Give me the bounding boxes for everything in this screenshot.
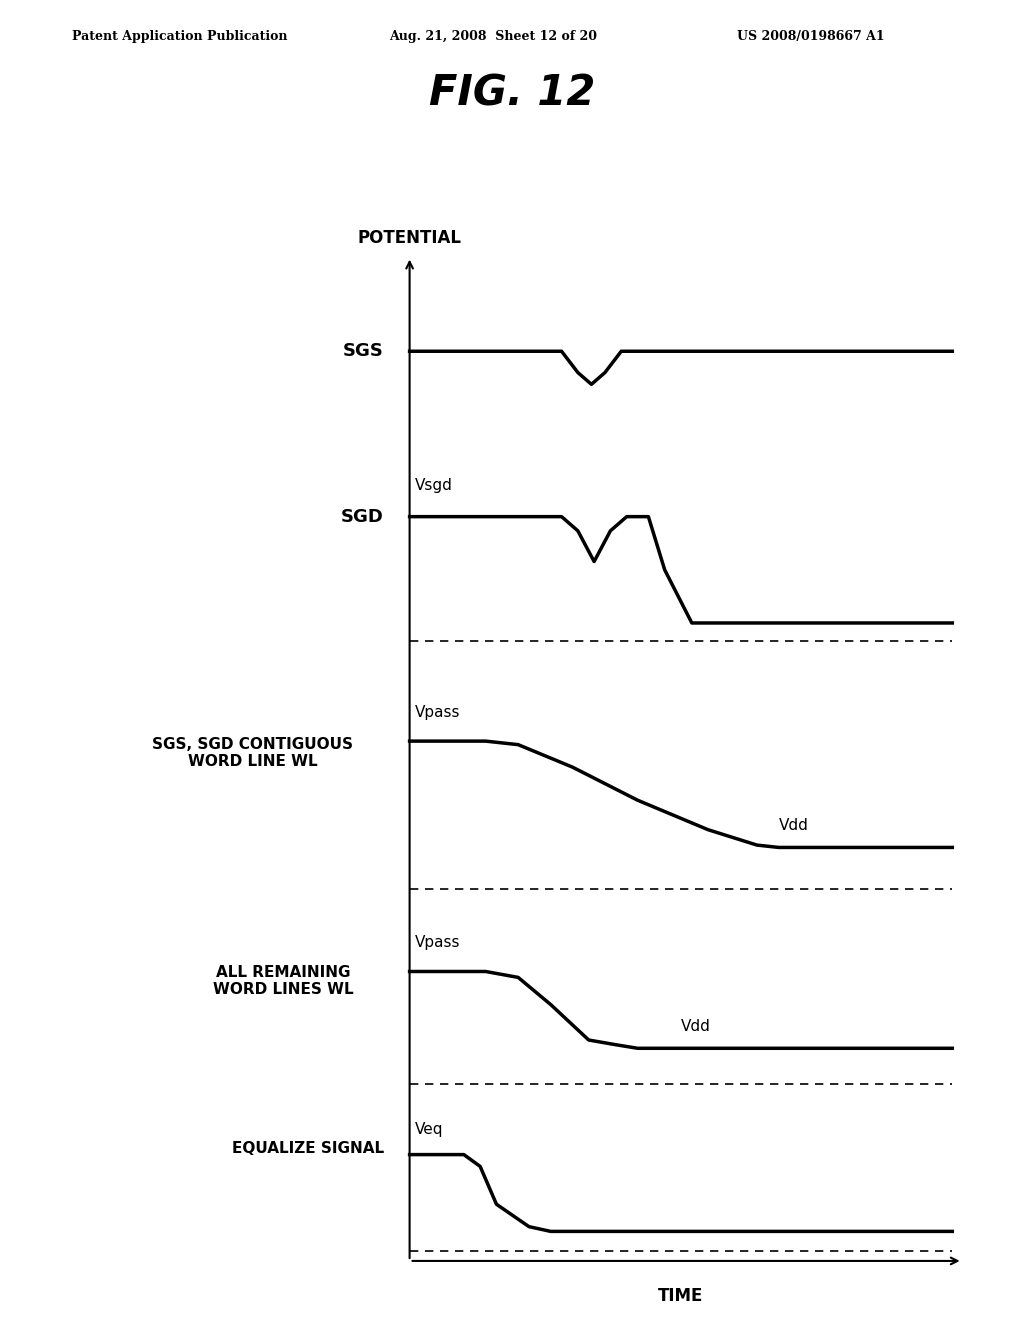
Text: EQUALIZE SIGNAL: EQUALIZE SIGNAL (231, 1142, 384, 1156)
Text: TIME: TIME (658, 1287, 703, 1305)
Text: SGD: SGD (341, 508, 384, 525)
Text: Vdd: Vdd (681, 1019, 711, 1034)
Text: US 2008/0198667 A1: US 2008/0198667 A1 (737, 30, 885, 44)
Text: POTENTIAL: POTENTIAL (357, 230, 462, 247)
Text: FIG. 12: FIG. 12 (429, 73, 595, 115)
Text: SGS: SGS (343, 342, 384, 360)
Text: Aug. 21, 2008  Sheet 12 of 20: Aug. 21, 2008 Sheet 12 of 20 (389, 30, 597, 44)
Text: SGS, SGD CONTIGUOUS
WORD LINE WL: SGS, SGD CONTIGUOUS WORD LINE WL (153, 737, 353, 770)
Text: ALL REMAINING
WORD LINES WL: ALL REMAINING WORD LINES WL (213, 965, 353, 997)
Text: Vdd: Vdd (778, 818, 809, 833)
Text: Veq: Veq (415, 1122, 443, 1137)
Text: Vsgd: Vsgd (415, 478, 453, 492)
Text: Vpass: Vpass (415, 705, 461, 719)
Text: Vpass: Vpass (415, 936, 461, 950)
Text: Patent Application Publication: Patent Application Publication (72, 30, 287, 44)
